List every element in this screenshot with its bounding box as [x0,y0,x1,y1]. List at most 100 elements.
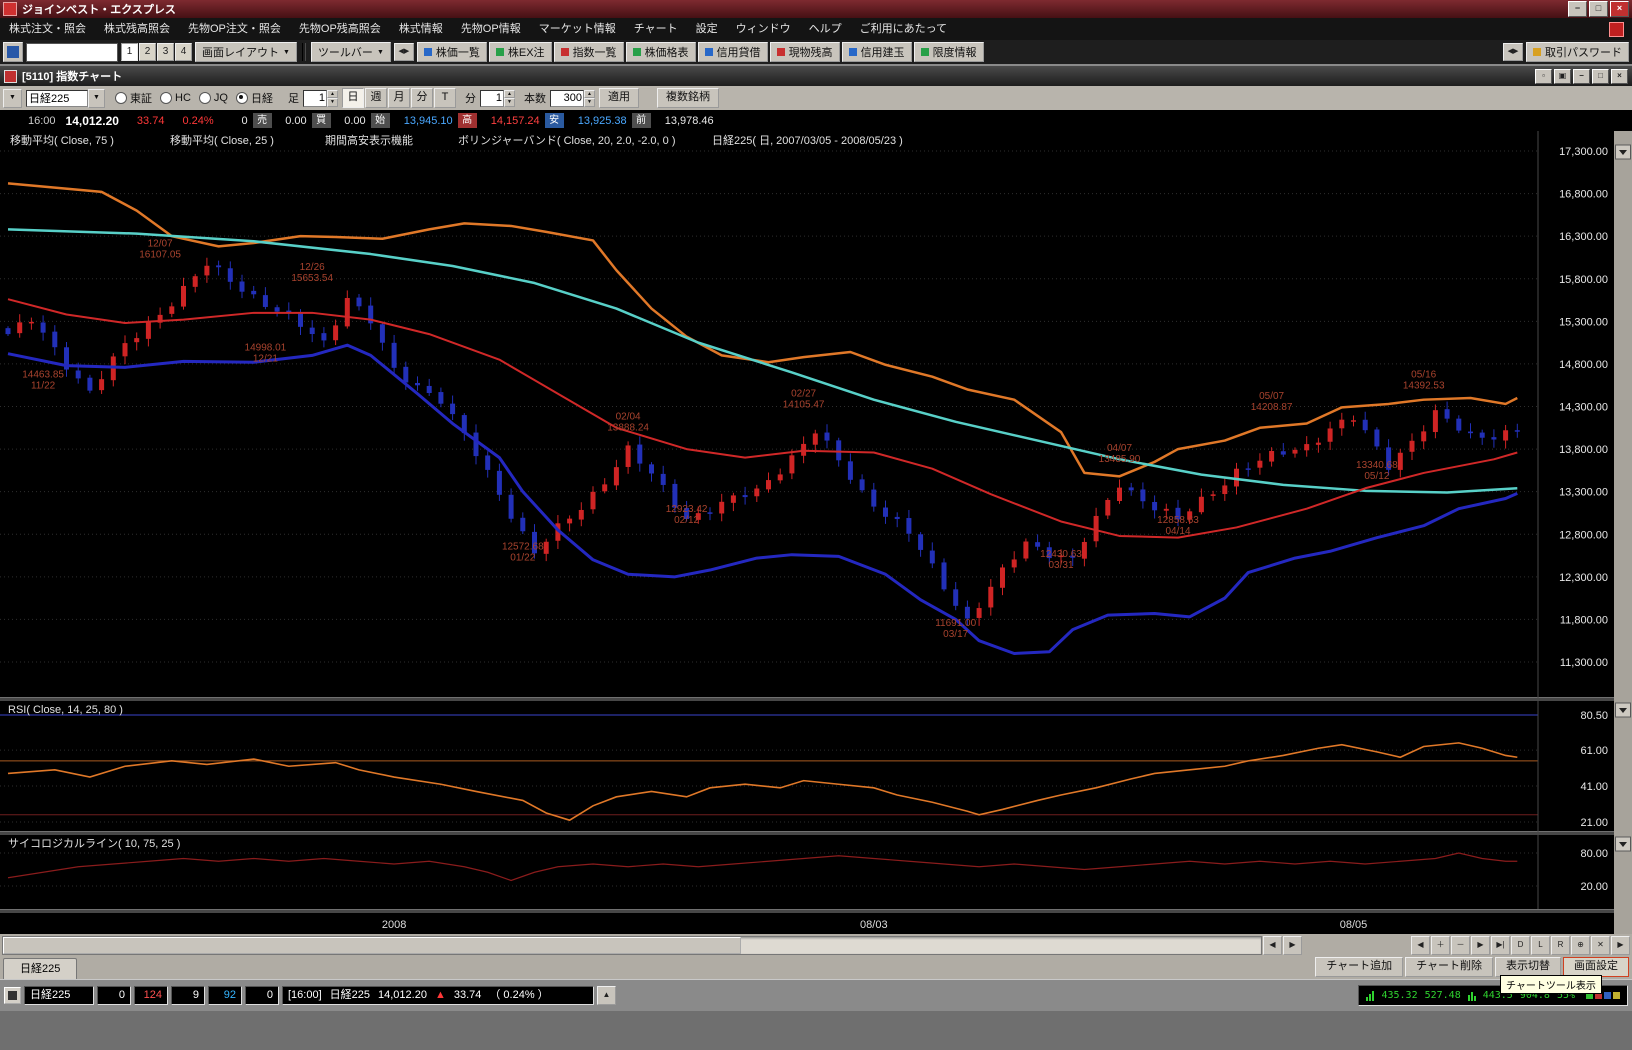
toolbar-button[interactable]: 株価一覧 [417,42,487,62]
menu-item[interactable]: 先物OP情報 [452,18,530,40]
toolbar-button[interactable]: 株EX注 [489,42,552,62]
toolbar-button[interactable]: 信用貸借 [698,42,768,62]
candle-body [17,322,22,333]
chart-window-button[interactable]: ▣ [1554,69,1571,84]
status-expand-button[interactable]: ▲ [597,986,616,1005]
market-radio-HC[interactable]: HC [160,90,191,106]
toolbar-dropdown-button[interactable]: ツールバー ▼ [311,42,391,62]
footer-button[interactable]: 表示切替 [1495,957,1561,977]
toolbar-button[interactable]: 限度情報 [914,42,984,62]
minimize-button[interactable]: − [1568,1,1587,17]
market-radio-JQ[interactable]: JQ [199,90,228,106]
toolbar-input[interactable] [26,43,118,62]
chart-zoom-button[interactable]: L [1531,936,1550,955]
menu-item[interactable]: 設定 [687,18,727,40]
layout-number-button-1[interactable]: 1 [121,43,138,61]
ashi-input[interactable] [303,90,327,107]
toolbar-button[interactable]: 信用建玉 [842,42,912,62]
toolbar-button[interactable]: 株価格表 [626,42,696,62]
candle-body [883,508,888,517]
candle-body [1023,542,1028,559]
symbol-combo-arrow-icon[interactable]: ▼ [88,89,105,108]
scroll-left-button[interactable]: ◀ [1263,936,1282,955]
symbol-input[interactable] [26,90,88,107]
menu-item[interactable]: 株式注文・照会 [0,18,95,40]
chart-zoom-button[interactable]: ◀ [1411,936,1430,955]
chart-window-title: [5110] 指数チャート [22,68,122,84]
layout-number-button-3[interactable]: 3 [157,43,174,61]
collapse-arrows-icon[interactable]: ◀▶ [394,43,414,61]
chart-window-button[interactable]: − [1573,69,1590,84]
trade-password-button[interactable]: 取引パスワード [1526,42,1629,62]
candle-body [977,608,982,618]
period-button-分[interactable]: 分 [411,88,433,108]
menu-item[interactable]: ウィンドウ [727,18,800,40]
candle-body [485,455,490,469]
chart-zoom-button[interactable]: ✕ [1591,936,1610,955]
footer-button[interactable]: 画面設定 [1563,957,1629,977]
bars-input[interactable] [550,90,584,107]
symbol-menu-button[interactable]: ▼ [3,89,22,108]
bars-spin-arrows[interactable]: ▲▼ [584,90,595,107]
scroll-right-button[interactable]: ▶ [1283,936,1302,955]
horizontal-scrollbar[interactable] [2,936,1262,955]
minute-spin-arrows[interactable]: ▲▼ [504,90,515,107]
toolbar-button-icon [633,48,641,56]
chart-canvas[interactable]: 17,300.0016,800.0016,300.0015,800.0015,3… [0,131,1632,934]
maximize-button[interactable]: □ [1589,1,1608,17]
menu-item[interactable]: ご利用にあたって [851,18,956,40]
multi-symbol-button[interactable]: 複数銘柄 [657,88,719,108]
panel-separator-highlight [0,697,1632,698]
layout-dropdown-button[interactable]: 画面レイアウト ▼ [195,42,297,62]
footer-button[interactable]: チャート削除 [1405,957,1493,977]
market-radio-東証[interactable]: 東証 [115,90,152,106]
x-axis-label: 08/03 [860,919,888,931]
chart-tab-row: 日経225 チャート追加チャート削除表示切替画面設定 [0,956,1632,979]
menu-item[interactable]: 株式情報 [390,18,452,40]
window-layout-icon[interactable] [3,42,23,62]
chart-window-button[interactable]: × [1611,69,1628,84]
chart-zoom-button[interactable]: － [1451,936,1470,955]
toolbar-button[interactable]: 指数一覧 [554,42,624,62]
layout-number-button-2[interactable]: 2 [139,43,156,61]
chart-zoom-button[interactable]: R [1551,936,1570,955]
close-button[interactable]: × [1610,1,1629,17]
dock-arrows-icon[interactable]: ◀▶ [1503,43,1523,61]
menu-item[interactable]: マーケット情報 [530,18,625,40]
chart-zoom-button[interactable]: ＋ [1431,936,1450,955]
candle-body [591,492,596,509]
menu-item[interactable]: 株式残高照会 [95,18,179,40]
chart-window-button[interactable]: ▫ [1535,69,1552,84]
right-strip [1614,131,1632,934]
candle-body [357,298,362,307]
menu-item[interactable]: チャート [625,18,687,40]
candle-body [1351,420,1356,422]
status-symbol-icon[interactable] [4,987,21,1004]
chart-zoom-button[interactable]: D [1511,936,1530,955]
period-button-日[interactable]: 日 [342,88,364,108]
psych-header: サイコロジカルライン( 10, 75, 25 ) [8,837,180,850]
minute-input[interactable] [480,90,504,107]
period-button-T[interactable]: T [434,88,456,108]
chart-zoom-button[interactable]: ▶ [1471,936,1490,955]
candle-body [1328,428,1333,441]
footer-button[interactable]: チャート追加 [1315,957,1403,977]
layout-number-button-4[interactable]: 4 [175,43,192,61]
menu-item[interactable]: 先物OP注文・照会 [179,18,290,40]
chart-zoom-button[interactable]: ▶| [1491,936,1510,955]
period-button-週[interactable]: 週 [365,88,387,108]
market-radio-日経[interactable]: 日経 [236,90,273,106]
chart-window-button[interactable]: □ [1592,69,1609,84]
period-button-月[interactable]: 月 [388,88,410,108]
menu-item[interactable]: 先物OP残高照会 [290,18,390,40]
scrollbar-thumb[interactable] [3,937,741,954]
menu-right-icon[interactable] [1609,22,1624,37]
apply-button[interactable]: 適用 [599,88,639,108]
chart-zoom-button[interactable]: ⊕ [1571,936,1590,955]
ashi-spin-arrows[interactable]: ▲▼ [327,90,338,107]
toolbar-button[interactable]: 現物残高 [770,42,840,62]
tab-nikkei225[interactable]: 日経225 [3,958,77,979]
menu-item[interactable]: ヘルプ [800,18,851,40]
chart-zoom-button[interactable]: ▶ [1611,936,1630,955]
candle-body [123,343,128,356]
